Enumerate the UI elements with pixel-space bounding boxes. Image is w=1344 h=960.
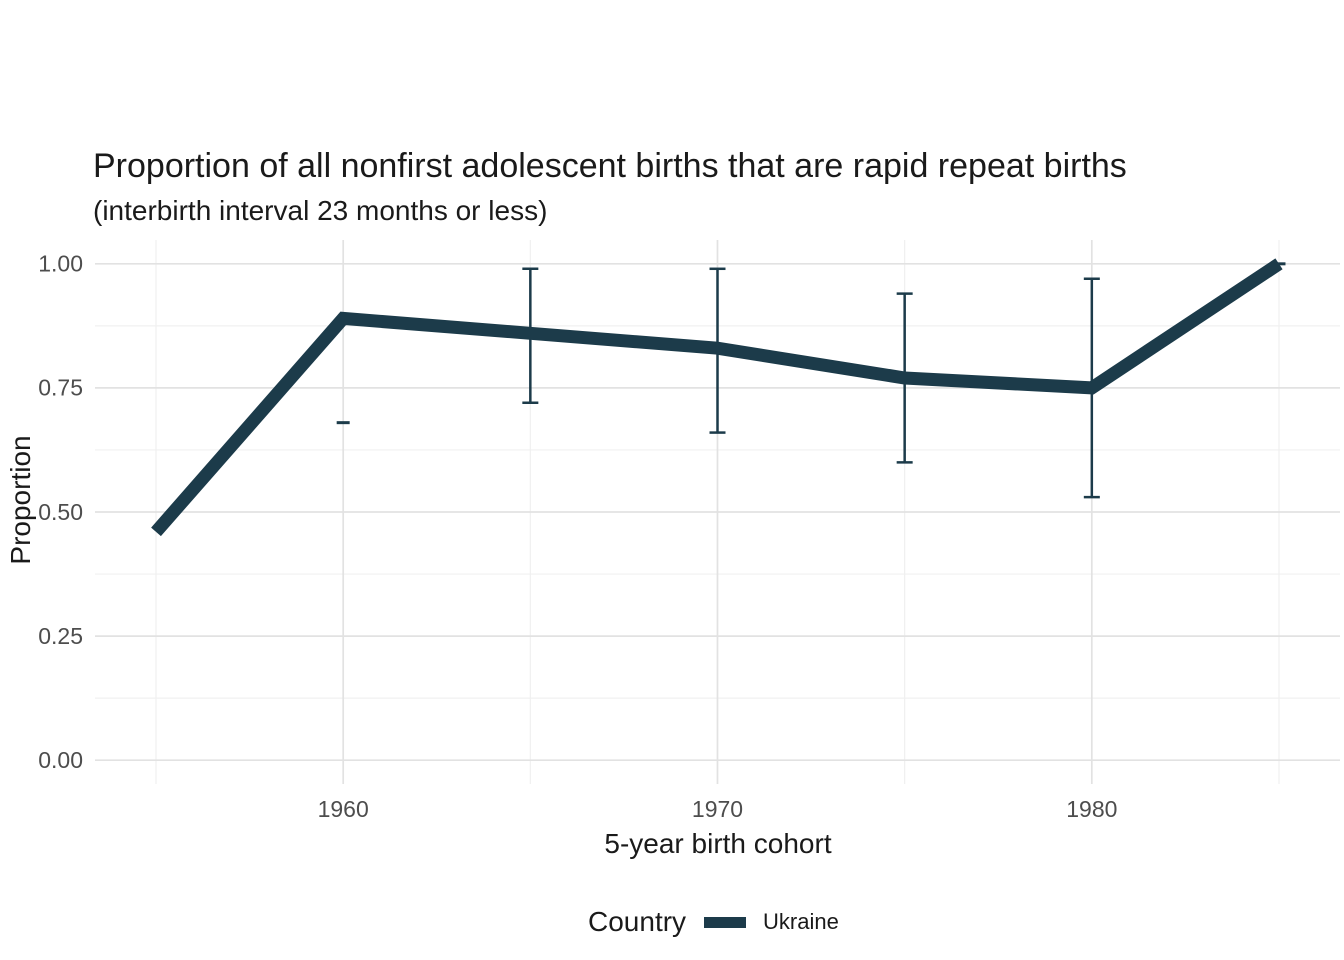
legend-key-line — [704, 916, 747, 928]
y-tick-label: 0.75 — [38, 375, 83, 401]
x-tick-label: 1970 — [692, 796, 743, 822]
y-tick-label: 0.25 — [38, 623, 83, 649]
legend: Country Ukraine — [588, 903, 839, 941]
y-tick-label: 0.50 — [38, 499, 83, 525]
x-axis-title: 5-year birth cohort — [604, 828, 831, 859]
y-axis-title: Proportion — [5, 435, 36, 564]
y-tick-label: 1.00 — [38, 251, 83, 277]
chart-subtitle: (interbirth interval 23 months or less) — [93, 195, 548, 226]
chart-title: Proportion of all nonfirst adolescent bi… — [93, 147, 1127, 185]
series-line-ukraine — [151, 258, 1283, 537]
x-tick-label: 1980 — [1066, 796, 1117, 822]
x-tick-label: 1960 — [318, 796, 369, 822]
legend-item-label: Ukraine — [763, 909, 839, 934]
legend-title: Country — [588, 906, 687, 937]
y-tick-label: 0.00 — [38, 747, 83, 773]
